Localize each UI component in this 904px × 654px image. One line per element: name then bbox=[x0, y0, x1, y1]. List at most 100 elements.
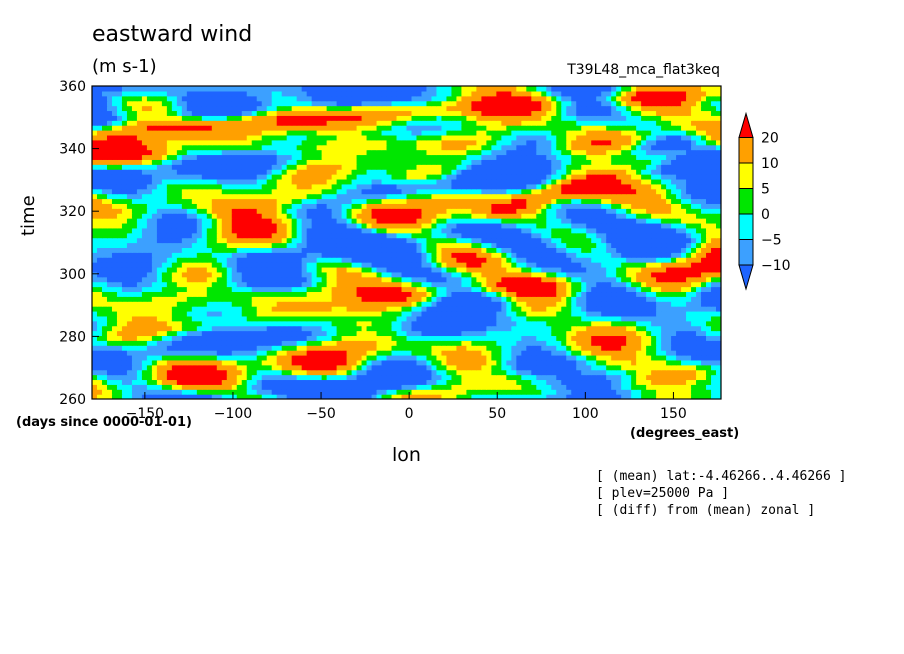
heatmap-cell bbox=[92, 296, 98, 302]
heatmap-cell bbox=[146, 237, 153, 244]
heatmap-cell bbox=[516, 340, 522, 346]
heatmap-cell bbox=[246, 296, 253, 302]
heatmap-cell bbox=[496, 364, 502, 371]
heatmap-cell bbox=[156, 325, 163, 332]
heatmap-cell bbox=[291, 247, 298, 253]
heatmap-cell bbox=[536, 335, 542, 341]
heatmap-cell bbox=[201, 222, 208, 229]
heatmap-cell bbox=[346, 276, 353, 283]
heatmap-cell bbox=[346, 252, 353, 258]
heatmap-cell bbox=[551, 262, 557, 268]
heatmap-cell bbox=[391, 281, 398, 288]
heatmap-cell bbox=[171, 330, 178, 337]
heatmap-cell bbox=[596, 291, 602, 297]
heatmap-cell bbox=[321, 203, 328, 209]
heatmap-cell bbox=[211, 394, 218, 399]
heatmap-cell bbox=[666, 330, 672, 337]
heatmap-cell bbox=[236, 213, 243, 219]
heatmap-cell bbox=[221, 320, 228, 327]
heatmap-cell bbox=[586, 281, 592, 288]
heatmap-cell bbox=[186, 330, 193, 337]
heatmap-cell bbox=[681, 301, 687, 307]
heatmap-cell bbox=[201, 276, 208, 283]
heatmap-cell bbox=[716, 266, 721, 273]
heatmap-cell bbox=[216, 384, 223, 390]
heatmap-cell bbox=[306, 237, 313, 244]
heatmap-cell bbox=[381, 237, 388, 244]
heatmap-cell bbox=[326, 335, 333, 341]
heatmap-cell bbox=[551, 281, 557, 288]
heatmap-cell bbox=[286, 320, 293, 327]
heatmap-cell bbox=[181, 227, 188, 234]
heatmap-cell bbox=[616, 247, 622, 253]
heatmap-cell bbox=[131, 286, 138, 293]
heatmap-cell bbox=[551, 389, 557, 395]
heatmap-cell bbox=[701, 281, 707, 288]
heatmap-cell bbox=[571, 208, 577, 214]
heatmap-cell bbox=[206, 296, 213, 302]
heatmap-cell bbox=[92, 271, 98, 278]
heatmap-cell bbox=[496, 394, 502, 399]
heatmap-cell bbox=[411, 296, 418, 302]
heatmap-cell bbox=[301, 266, 308, 273]
heatmap-cell bbox=[441, 315, 448, 322]
heatmap-cell bbox=[641, 271, 647, 278]
heatmap-cell bbox=[281, 252, 288, 258]
heatmap-cell bbox=[401, 286, 408, 293]
heatmap-cell bbox=[586, 286, 592, 293]
heatmap-cell bbox=[701, 340, 707, 346]
heatmap-cell bbox=[616, 296, 622, 302]
heatmap-cell bbox=[501, 325, 507, 332]
heatmap-cell bbox=[686, 364, 692, 371]
heatmap-cell bbox=[501, 257, 507, 263]
heatmap-cell bbox=[276, 394, 283, 399]
heatmap-cell bbox=[216, 389, 223, 395]
heatmap-cell bbox=[266, 354, 273, 361]
heatmap-cell bbox=[361, 281, 368, 288]
heatmap-cell bbox=[386, 203, 393, 209]
heatmap-cell bbox=[256, 325, 263, 332]
heatmap-cell bbox=[651, 359, 657, 366]
heatmap-cell bbox=[336, 266, 343, 273]
heatmap-cell bbox=[241, 350, 248, 356]
heatmap-cell bbox=[496, 335, 502, 341]
heatmap-cell bbox=[156, 359, 163, 366]
heatmap-cell bbox=[376, 227, 383, 234]
heatmap-cell bbox=[701, 315, 707, 322]
heatmap-cell bbox=[646, 271, 652, 278]
heatmap-cell bbox=[281, 281, 288, 288]
heatmap-cell bbox=[481, 345, 487, 351]
heatmap-cell bbox=[341, 296, 348, 302]
heatmap-cell bbox=[321, 247, 328, 253]
heatmap-cell bbox=[191, 320, 198, 327]
heatmap-cell bbox=[441, 213, 448, 219]
heatmap-cell bbox=[511, 276, 517, 283]
heatmap-cell bbox=[361, 335, 368, 341]
heatmap-cell bbox=[476, 340, 482, 346]
heatmap-cell bbox=[311, 227, 318, 234]
heatmap-cell bbox=[546, 281, 552, 288]
heatmap-cell bbox=[461, 218, 467, 224]
heatmap-cell bbox=[211, 330, 218, 337]
heatmap-cell bbox=[291, 379, 298, 385]
heatmap-cell bbox=[681, 364, 687, 371]
heatmap-cell bbox=[471, 296, 477, 302]
heatmap-cell bbox=[211, 257, 218, 263]
heatmap-cell bbox=[291, 350, 298, 356]
heatmap-cell bbox=[126, 301, 133, 307]
heatmap-cell bbox=[611, 330, 617, 337]
heatmap-cell bbox=[186, 296, 193, 302]
heatmap-cell bbox=[671, 266, 677, 273]
heatmap-cell bbox=[356, 218, 363, 224]
heatmap-cell bbox=[711, 310, 717, 317]
heatmap-cell bbox=[701, 213, 707, 219]
heatmap-cell bbox=[681, 262, 687, 268]
heatmap-cell bbox=[616, 276, 622, 283]
heatmap-cell bbox=[516, 281, 522, 288]
heatmap-cell bbox=[551, 374, 557, 381]
heatmap-cell bbox=[661, 232, 667, 239]
heatmap-cell bbox=[311, 222, 318, 229]
heatmap-cell bbox=[131, 276, 138, 283]
heatmap-cell bbox=[301, 222, 308, 229]
heatmap-cell bbox=[511, 359, 517, 366]
